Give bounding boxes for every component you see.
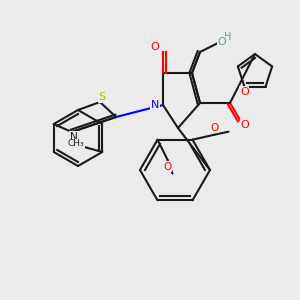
- Text: O: O: [241, 120, 249, 130]
- Text: O: O: [240, 87, 249, 97]
- Text: S: S: [98, 92, 106, 102]
- Text: O: O: [151, 42, 159, 52]
- Text: H: H: [224, 32, 232, 42]
- Text: O: O: [218, 37, 226, 47]
- Text: CH₃: CH₃: [68, 140, 85, 148]
- Text: O: O: [164, 162, 172, 172]
- Text: N: N: [151, 100, 159, 110]
- Text: N: N: [70, 132, 78, 142]
- Text: O: O: [210, 123, 219, 133]
